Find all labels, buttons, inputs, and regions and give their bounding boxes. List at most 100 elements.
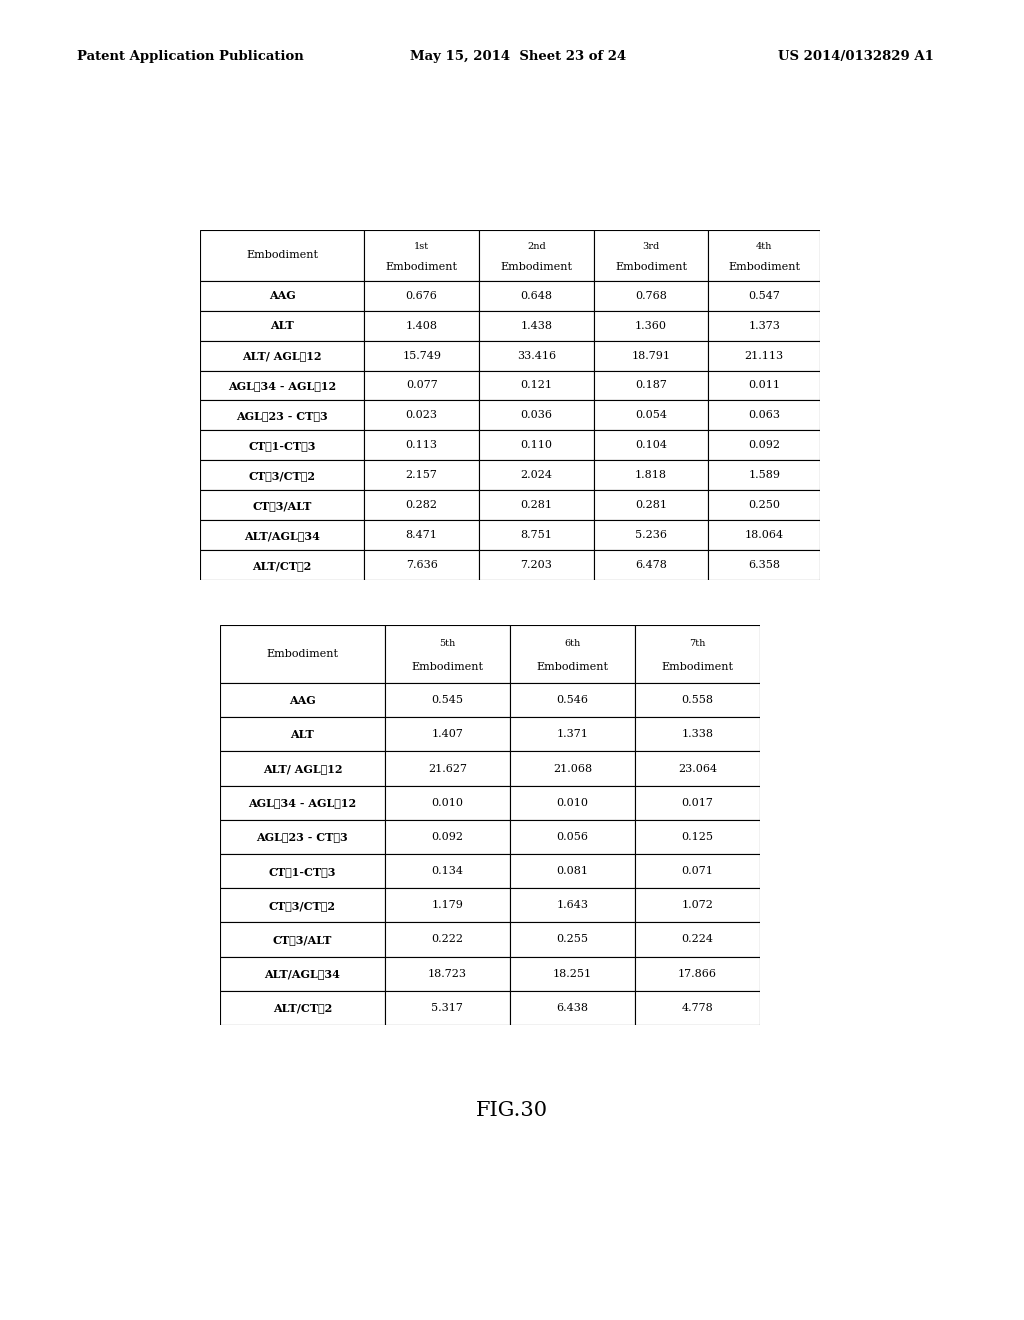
Bar [479,550,594,579]
Text: 6.358: 6.358 [749,560,780,570]
Text: 6th: 6th [564,639,581,648]
Text: Embodiment: Embodiment [412,661,483,672]
Bar [200,341,365,371]
Text: 0.281: 0.281 [635,500,667,511]
Bar [594,430,709,461]
Bar [594,520,709,550]
Bar [365,371,479,400]
Text: 1.408: 1.408 [406,321,437,330]
Text: 0.282: 0.282 [406,500,437,511]
Text: 0.077: 0.077 [406,380,437,391]
Text: 2.157: 2.157 [406,470,437,480]
Bar [594,371,709,400]
Bar [220,957,385,991]
Text: 1st: 1st [414,242,429,251]
Text: 0.081: 0.081 [557,866,589,876]
Bar [220,923,385,957]
Bar [365,341,479,371]
Text: 18.791: 18.791 [632,351,671,360]
Bar [200,520,365,550]
Text: 18.064: 18.064 [744,531,783,540]
Bar [385,888,510,923]
Bar [200,281,365,310]
Bar [709,520,820,550]
Bar [709,550,820,579]
Text: Embodiment: Embodiment [537,661,608,672]
Text: CT3/CT2: CT3/CT2 [269,900,336,911]
Text: CT1-CT3: CT1-CT3 [268,866,336,876]
Text: 17.866: 17.866 [678,969,717,978]
Bar [635,682,760,717]
Text: ALT/AGL34: ALT/AGL34 [264,968,340,979]
Bar [200,430,365,461]
Bar [365,490,479,520]
Text: 1.371: 1.371 [557,729,589,739]
Text: 6.478: 6.478 [635,560,667,570]
Bar [365,520,479,550]
Bar [594,310,709,341]
Text: ALT/AGL34: ALT/AGL34 [244,529,321,541]
Bar [594,550,709,579]
Text: Patent Application Publication: Patent Application Publication [77,50,303,63]
Text: 0.023: 0.023 [406,411,437,420]
Text: 0.281: 0.281 [520,500,552,511]
Text: 0.187: 0.187 [635,380,667,391]
Text: 0.063: 0.063 [749,411,780,420]
Text: 0.092: 0.092 [749,441,780,450]
Bar [220,888,385,923]
Bar [220,991,385,1026]
Bar [200,490,365,520]
Text: 5th: 5th [439,639,456,648]
Text: 0.071: 0.071 [682,866,714,876]
Text: Embodiment: Embodiment [246,251,318,260]
Text: 0.011: 0.011 [749,380,780,391]
Bar [510,854,635,888]
Bar [594,490,709,520]
Text: 2nd: 2nd [527,242,546,251]
Bar [510,785,635,820]
Text: 0.546: 0.546 [557,696,589,705]
Text: 0.545: 0.545 [431,696,463,705]
Bar [635,923,760,957]
Bar [709,400,820,430]
Text: 1.407: 1.407 [431,729,463,739]
Text: US 2014/0132829 A1: US 2014/0132829 A1 [778,50,934,63]
Text: 6.438: 6.438 [557,1003,589,1012]
Bar [479,400,594,430]
Bar [510,888,635,923]
Bar [220,820,385,854]
Bar [365,230,479,281]
Text: 0.110: 0.110 [520,441,552,450]
Text: 0.547: 0.547 [749,290,780,301]
Text: 0.250: 0.250 [749,500,780,511]
Bar [510,957,635,991]
Text: 1.338: 1.338 [682,729,714,739]
Text: 0.255: 0.255 [557,935,589,945]
Text: 1.360: 1.360 [635,321,667,330]
Bar [510,624,635,682]
Bar [635,888,760,923]
Text: CT1-CT3: CT1-CT3 [249,440,315,451]
Text: Embodiment: Embodiment [386,261,458,272]
Bar [385,923,510,957]
Text: 7th: 7th [689,639,706,648]
Text: AGL23 - CT3: AGL23 - CT3 [237,411,328,421]
Bar [635,717,760,751]
Text: ALT/CT2: ALT/CT2 [272,1002,332,1014]
Bar [479,461,594,490]
Text: CT3/ALT: CT3/ALT [272,935,332,945]
Text: 1.072: 1.072 [682,900,714,911]
Bar [385,820,510,854]
Bar [635,624,760,682]
Text: 5.236: 5.236 [635,531,667,540]
Bar [200,371,365,400]
Text: 0.056: 0.056 [557,832,589,842]
Text: 0.125: 0.125 [682,832,714,842]
Text: ALT/CT2: ALT/CT2 [253,560,311,570]
Text: 5.317: 5.317 [431,1003,463,1012]
Bar [385,785,510,820]
Text: 21.113: 21.113 [744,351,783,360]
Bar [220,682,385,717]
Bar [510,751,635,785]
Bar [220,854,385,888]
